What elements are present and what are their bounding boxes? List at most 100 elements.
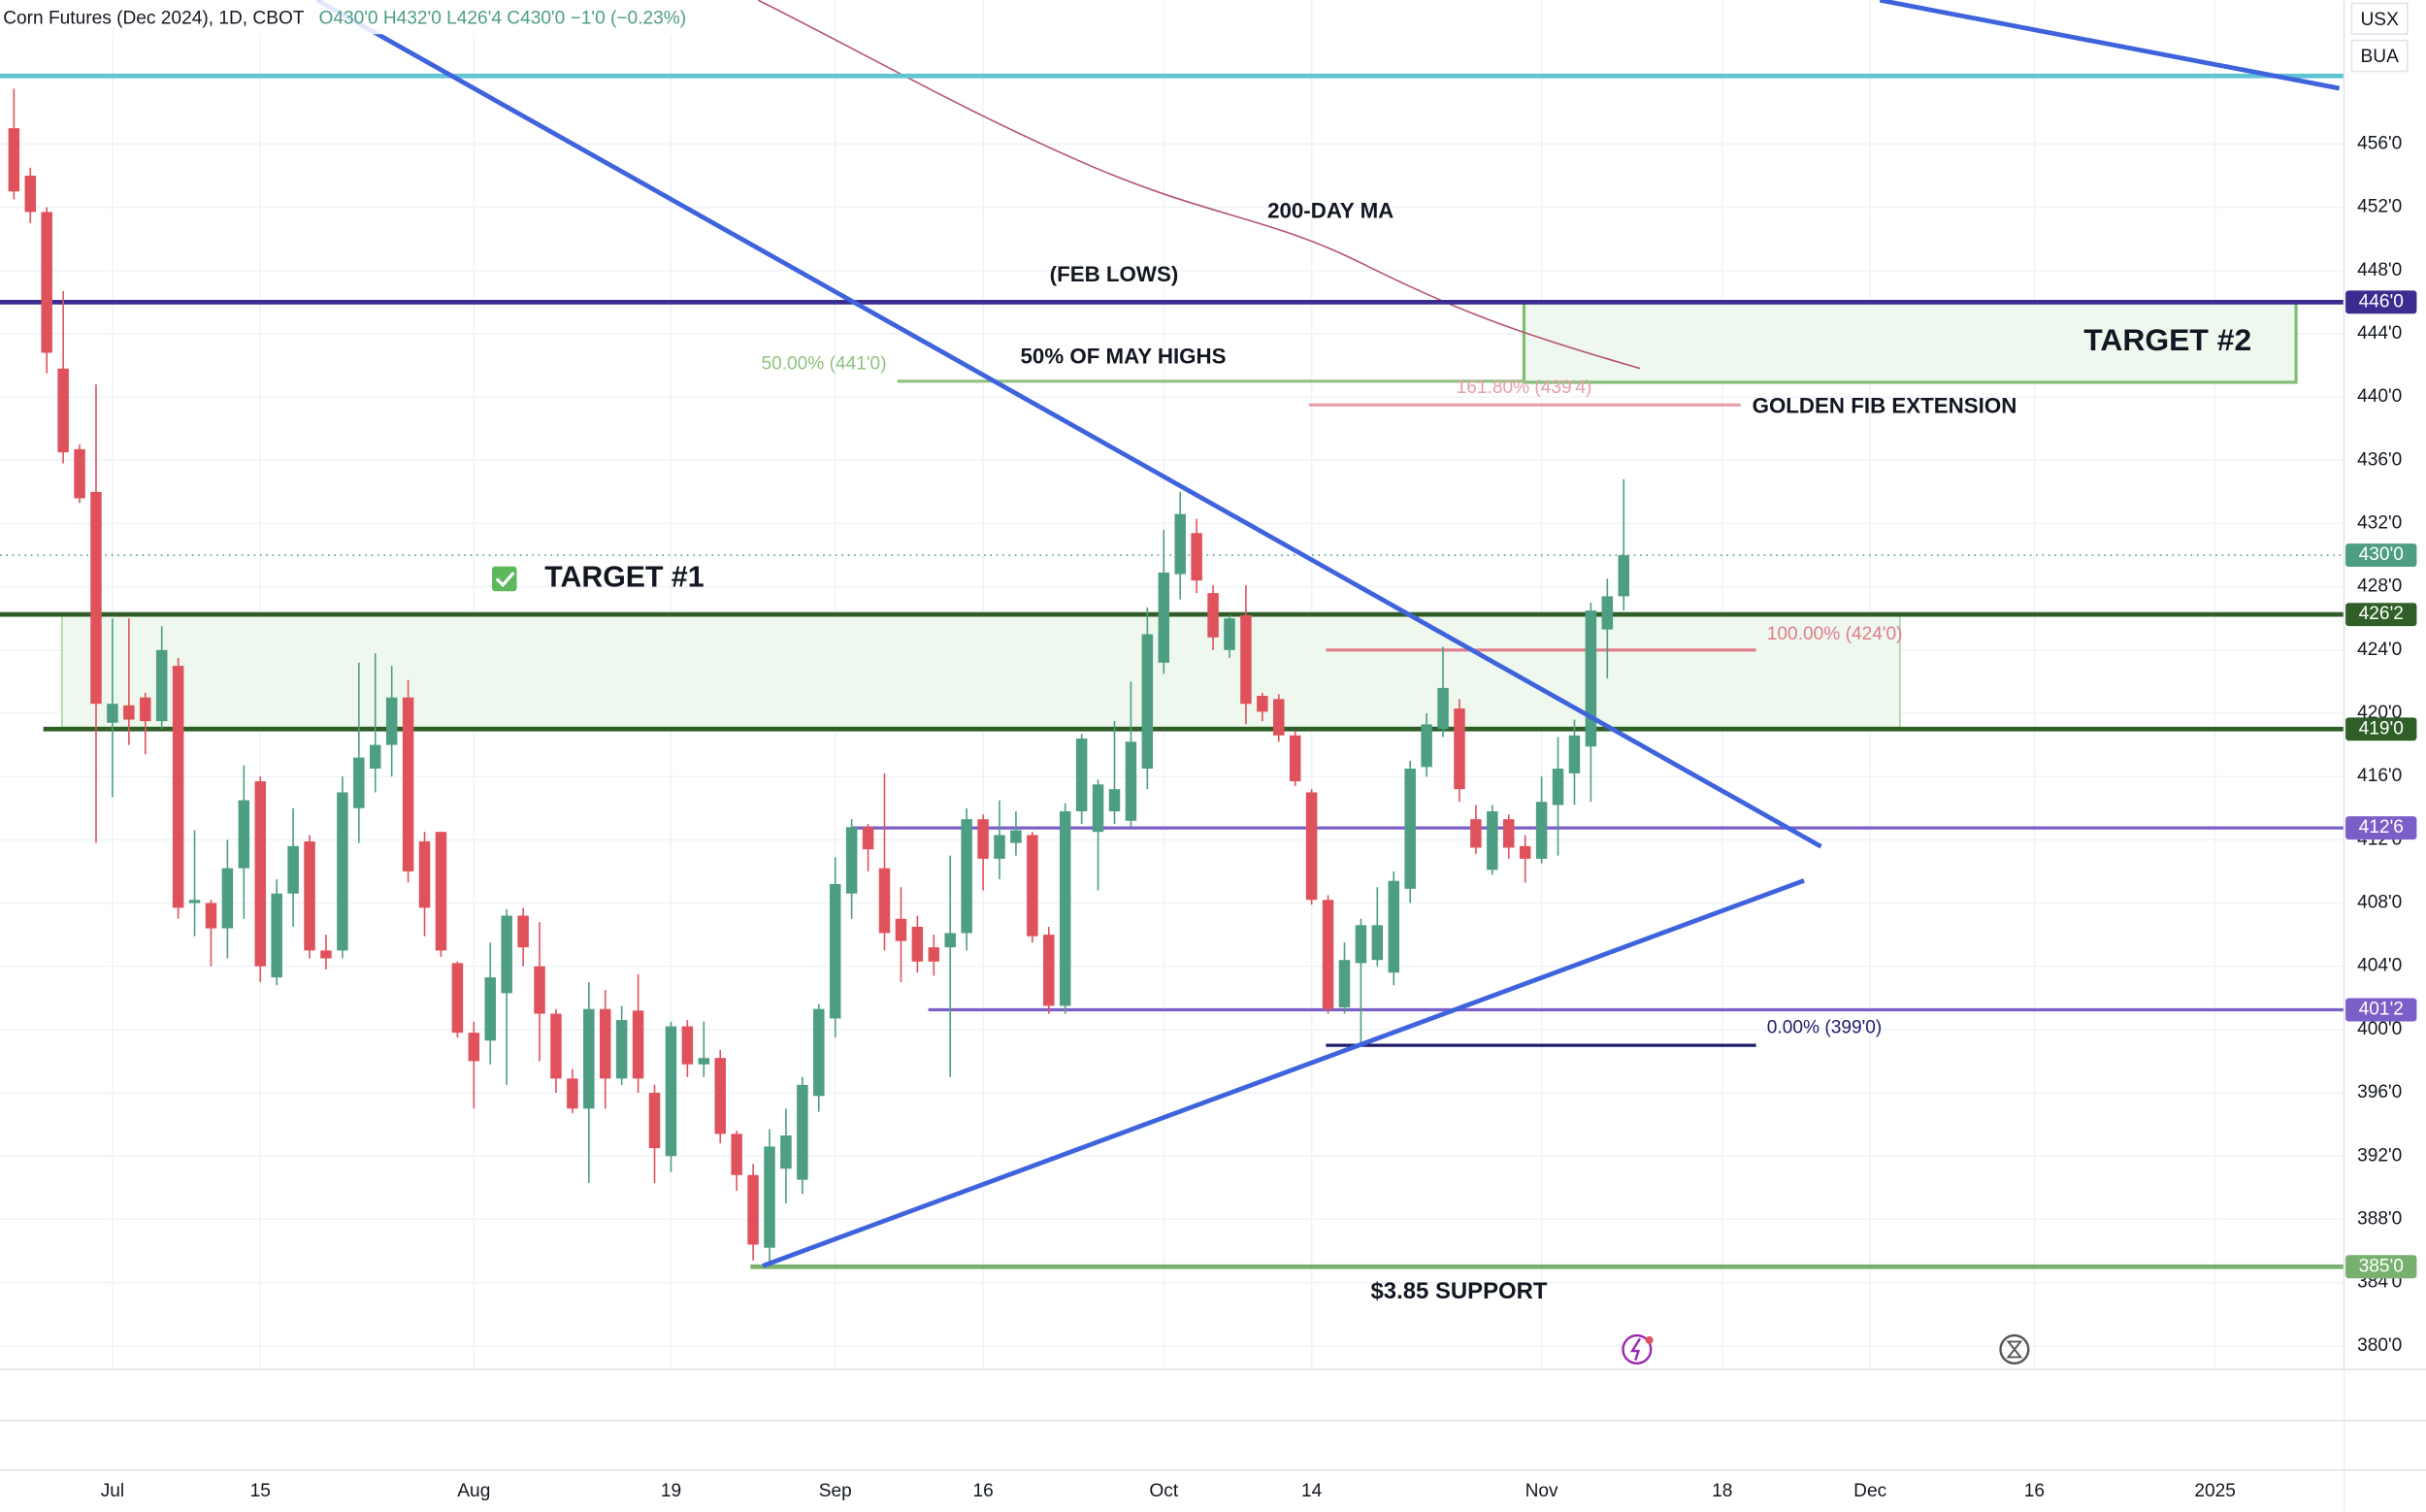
annotation: (FEB LOWS)	[1050, 262, 1179, 286]
y-tick-label: 456'0	[2357, 133, 2402, 153]
candle-body	[895, 918, 907, 941]
price-badge-label: 401'2	[2359, 1000, 2404, 1020]
candle-body	[41, 212, 52, 353]
y-tick-label: 408'0	[2357, 893, 2402, 913]
price-badge-label: 412'6	[2359, 817, 2404, 838]
candle-body	[287, 845, 299, 894]
fib-label: 50.00% (441'0)	[761, 353, 886, 374]
candle-body	[878, 868, 891, 934]
candle-body	[1585, 610, 1597, 747]
unit-box[interactable]	[2350, 39, 2409, 73]
target-1-zone	[60, 613, 1901, 729]
price-badge	[2345, 603, 2417, 627]
annotation: TARGET #1	[544, 561, 704, 593]
candle-body	[402, 697, 414, 871]
candle-body	[238, 800, 250, 869]
candle-body	[1470, 819, 1482, 848]
candle-body	[1207, 593, 1219, 638]
candle-body	[1322, 900, 1334, 1009]
fib-label: 100.00% (424'0)	[1767, 624, 1903, 644]
x-tick-label: 16	[972, 1481, 993, 1501]
y-tick-label: 444'0	[2357, 323, 2402, 344]
candle-body	[1108, 789, 1121, 812]
candle-body	[1618, 555, 1629, 597]
candle-body	[714, 1058, 726, 1134]
candle-body	[188, 900, 201, 904]
candle-body	[1141, 634, 1154, 770]
candle-body	[385, 697, 398, 745]
candle-body	[517, 915, 529, 948]
y-tick-label: 392'0	[2357, 1145, 2402, 1166]
candle-body	[944, 933, 956, 948]
candle-body	[1454, 708, 1465, 790]
annotation: TARGET #2	[2083, 322, 2251, 357]
event-dot	[1645, 1335, 1654, 1344]
fib-label: 161.80% (439'4)	[1457, 378, 1592, 398]
candle-body	[1437, 687, 1449, 730]
x-tick-label: Aug	[457, 1481, 490, 1501]
candle-body	[451, 963, 464, 1034]
event-icon[interactable]	[1999, 1333, 2030, 1364]
candle-body	[1535, 802, 1548, 859]
price-badge-label: 426'2	[2359, 604, 2404, 624]
candle-body	[1289, 735, 1301, 782]
y-tick-label: 400'0	[2357, 1019, 2402, 1039]
event-icon-bolt	[1629, 1337, 1642, 1361]
trend-line	[1879, 0, 2341, 91]
candle-body	[1338, 960, 1351, 1008]
candle-body	[632, 1010, 644, 1079]
candle-body	[1158, 572, 1170, 663]
candle-body	[271, 893, 282, 978]
candle-body	[1043, 935, 1055, 1006]
y-tick-label: 432'0	[2357, 513, 2402, 534]
candle-body	[829, 883, 841, 1019]
y-tick-label: 428'0	[2357, 576, 2402, 597]
candle-body	[1257, 696, 1268, 712]
candle-body	[74, 448, 85, 499]
currency: USX	[2361, 10, 2400, 30]
price-badge	[2345, 816, 2417, 840]
candle-body	[1601, 596, 1614, 630]
candle-body	[845, 827, 858, 894]
candle-body	[1092, 784, 1104, 833]
candle-body	[205, 903, 217, 929]
event-icon-hourglass	[2006, 1340, 2023, 1359]
x-tick-label: 15	[250, 1481, 271, 1501]
candle-body	[418, 840, 431, 908]
y-tick-label: 404'0	[2357, 956, 2402, 976]
candle-body	[534, 966, 545, 1014]
candle-body	[764, 1146, 775, 1248]
candle-body	[1404, 769, 1416, 889]
x-tick-label: Jul	[101, 1481, 124, 1501]
currency-box[interactable]	[2350, 2, 2409, 36]
candle-body	[155, 649, 168, 722]
candle-body	[468, 1033, 480, 1062]
candle-body	[1075, 739, 1088, 812]
candle-body	[353, 757, 365, 808]
annotation: 50% OF MAY HIGHS	[1021, 344, 1227, 368]
y-tick-label: 424'0	[2357, 640, 2402, 660]
candle-body	[304, 840, 315, 951]
candle-body	[961, 819, 972, 934]
y-tick-label: 388'0	[2357, 1208, 2402, 1229]
candle-body	[501, 915, 512, 994]
x-tick-label: 18	[1712, 1481, 1732, 1501]
x-tick-label: Sep	[819, 1481, 852, 1501]
time-axis-area	[0, 1369, 2344, 1512]
candle-body	[747, 1174, 759, 1245]
candle-body	[648, 1093, 661, 1149]
check-mark	[495, 572, 515, 588]
candle-body	[977, 819, 989, 859]
candle-body	[435, 832, 447, 951]
header-bg	[0, 0, 736, 35]
candle-body	[1519, 845, 1531, 859]
annotation: 200-DAY MA	[1267, 198, 1393, 222]
candle-body	[254, 781, 267, 967]
event-icon[interactable]	[1622, 1333, 1653, 1364]
candle-body	[665, 1026, 677, 1157]
price-badge	[2345, 290, 2417, 314]
candle-body	[1240, 614, 1252, 705]
candle-body	[24, 176, 37, 213]
candle-body	[484, 977, 496, 1041]
